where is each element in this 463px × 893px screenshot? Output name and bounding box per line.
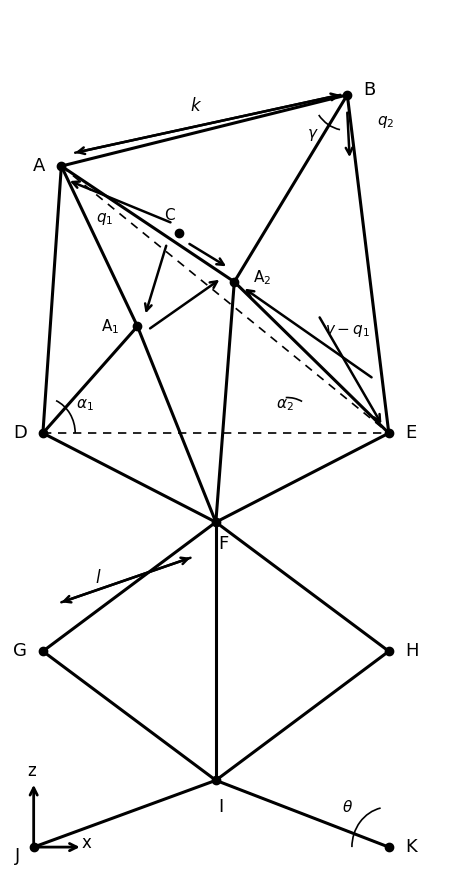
Text: D: D bbox=[13, 424, 27, 442]
Text: B: B bbox=[363, 81, 375, 99]
Text: K: K bbox=[404, 839, 416, 856]
Text: $q_1$: $q_1$ bbox=[96, 212, 113, 228]
Text: z: z bbox=[27, 763, 36, 780]
Text: $v - q_1$: $v - q_1$ bbox=[324, 322, 369, 338]
Text: A: A bbox=[33, 157, 45, 175]
Text: E: E bbox=[404, 424, 415, 442]
Text: $\alpha_2$: $\alpha_2$ bbox=[275, 396, 293, 413]
Text: k: k bbox=[190, 96, 200, 114]
Text: $\theta$: $\theta$ bbox=[341, 799, 352, 815]
Text: H: H bbox=[404, 642, 418, 660]
Text: J: J bbox=[14, 847, 20, 865]
Text: $l$: $l$ bbox=[95, 569, 101, 587]
Text: $\gamma$: $\gamma$ bbox=[306, 127, 318, 143]
Text: A$_2$: A$_2$ bbox=[252, 268, 270, 287]
Text: A$_1$: A$_1$ bbox=[100, 317, 119, 336]
Text: $\alpha_1$: $\alpha_1$ bbox=[75, 396, 93, 413]
Text: G: G bbox=[13, 642, 27, 660]
Text: x: x bbox=[81, 834, 92, 852]
Text: I: I bbox=[217, 798, 223, 816]
Text: $q_2$: $q_2$ bbox=[376, 113, 394, 129]
Text: C: C bbox=[163, 207, 174, 222]
Text: F: F bbox=[218, 536, 228, 554]
